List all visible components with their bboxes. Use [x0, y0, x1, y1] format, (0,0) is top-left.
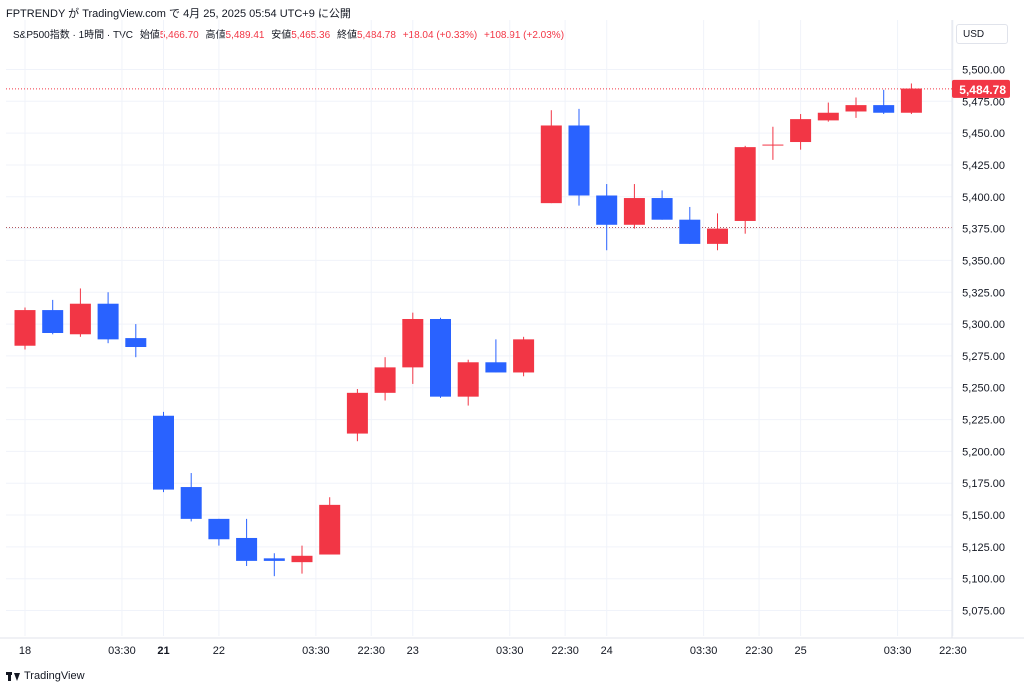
y-tick-label: 5,200.00	[962, 446, 1005, 458]
y-tick-label: 5,075.00	[962, 606, 1005, 618]
legend-close-value: 5,484.78	[356, 30, 396, 41]
candle-body	[402, 318, 424, 368]
candle-body	[346, 392, 368, 434]
y-tick-label: 5,300.00	[962, 319, 1005, 331]
y-tick-label: 5,175.00	[962, 478, 1005, 490]
candle-body	[263, 558, 285, 561]
candle-body	[707, 228, 728, 244]
legend-change: +18.04 (+0.33%)	[402, 30, 478, 41]
x-tick-label: 18	[19, 645, 31, 657]
y-tick-label: 5,225.00	[962, 415, 1005, 427]
legend-high-value: 5,489.41	[225, 30, 265, 41]
tradingview-logo-icon	[6, 671, 20, 681]
x-axis-ticks: 18 03:30 21 22 03:30 22:30 23 03:30 22:30 24 03:30…	[19, 645, 967, 657]
publish-caption: FPTRENDY が TradingView.com で 4月 25, 2025…	[6, 8, 351, 20]
axes	[0, 20, 1024, 639]
x-tick-label: 22:30	[551, 645, 579, 657]
last-price-label: 5,484.78	[959, 83, 1006, 97]
candle-body	[319, 504, 341, 555]
candle-body	[430, 318, 451, 397]
y-tick-label: 5,375.00	[962, 224, 1005, 236]
y-tick-label: 5,275.00	[962, 351, 1005, 363]
candle-body	[125, 338, 147, 348]
symbol-legend: S&P500指数 · 1時間 · TVC 始値5,466.70 高値5,489.…	[13, 26, 564, 41]
footer-brand-text: TradingView	[24, 670, 85, 682]
y-tick-label: 5,500.00	[962, 64, 1005, 76]
candle-body	[762, 144, 784, 146]
footer-brand: TradingView	[6, 670, 85, 682]
candle-body	[651, 198, 673, 220]
legend-symbol: S&P500指数 · 1時間 · TVC	[13, 30, 134, 41]
y-tick-label: 5,325.00	[962, 287, 1005, 299]
y-tick-label: 5,450.00	[962, 128, 1005, 140]
x-tick-label: 03:30	[884, 645, 912, 657]
candle-body	[42, 310, 64, 333]
candle-body	[513, 339, 535, 373]
y-tick-label: 5,350.00	[962, 255, 1005, 267]
candle-body	[817, 112, 839, 121]
candle-body	[374, 367, 396, 393]
legend-open-value: 5,466.70	[159, 30, 199, 41]
candle-body	[568, 125, 590, 196]
candle-body	[14, 310, 36, 346]
x-tick-label: 03:30	[496, 645, 524, 657]
y-tick-label: 5,125.00	[962, 542, 1005, 554]
x-tick-label: 24	[601, 645, 613, 657]
legend-change-total: +108.91 (+2.03%)	[483, 30, 565, 41]
candle-body	[97, 303, 119, 340]
x-tick-label: 21	[157, 645, 169, 657]
candle-body	[291, 555, 313, 563]
candle-body	[623, 198, 645, 225]
candle-body	[790, 119, 812, 143]
legend-close-label: 終値	[336, 30, 357, 41]
x-tick-label: 22:30	[939, 645, 967, 657]
grid-lines	[6, 20, 954, 636]
y-tick-label: 5,100.00	[962, 574, 1005, 586]
currency-button[interactable]: USD	[956, 24, 1008, 44]
candle-body	[845, 105, 867, 112]
x-tick-label: 22:30	[357, 645, 385, 657]
y-tick-label: 5,475.00	[962, 96, 1005, 108]
y-tick-label: 5,425.00	[962, 160, 1005, 172]
candle-body	[457, 362, 479, 397]
candle-body	[900, 88, 922, 113]
candle-body	[873, 105, 895, 113]
last-price-badge	[952, 79, 1010, 98]
candle-body	[153, 415, 174, 490]
x-tick-label: 22	[213, 645, 225, 657]
y-tick-label: 5,400.00	[962, 192, 1005, 204]
legend-open-label: 始値	[139, 30, 160, 41]
x-tick-label: 03:30	[108, 645, 136, 657]
candle-body	[596, 195, 618, 225]
x-tick-label: 03:30	[690, 645, 718, 657]
candle-body	[180, 487, 202, 519]
candle-body	[540, 125, 562, 204]
y-axis-ticks: 5,075.00 5,100.00 5,125.00 5,150.00 5,175.00…	[962, 64, 1005, 617]
candle-body	[485, 362, 507, 373]
legend-high-label: 高値	[205, 30, 226, 41]
candle-body	[236, 537, 258, 561]
y-tick-label: 5,150.00	[962, 510, 1005, 522]
candle-body	[69, 303, 91, 335]
candle-body	[679, 219, 701, 244]
legend-low-label: 安値	[271, 30, 292, 41]
last-price-marker: 5,484.78	[6, 79, 1010, 98]
x-tick-label: 25	[794, 645, 806, 657]
legend-low-value: 5,465.36	[291, 30, 331, 41]
x-tick-label: 22:30	[745, 645, 773, 657]
y-tick-label: 5,250.00	[962, 383, 1005, 395]
candle-body	[734, 147, 756, 221]
candles	[14, 83, 922, 577]
x-tick-label: 23	[407, 645, 419, 657]
candle-body	[208, 518, 230, 540]
x-tick-label: 03:30	[302, 645, 330, 657]
